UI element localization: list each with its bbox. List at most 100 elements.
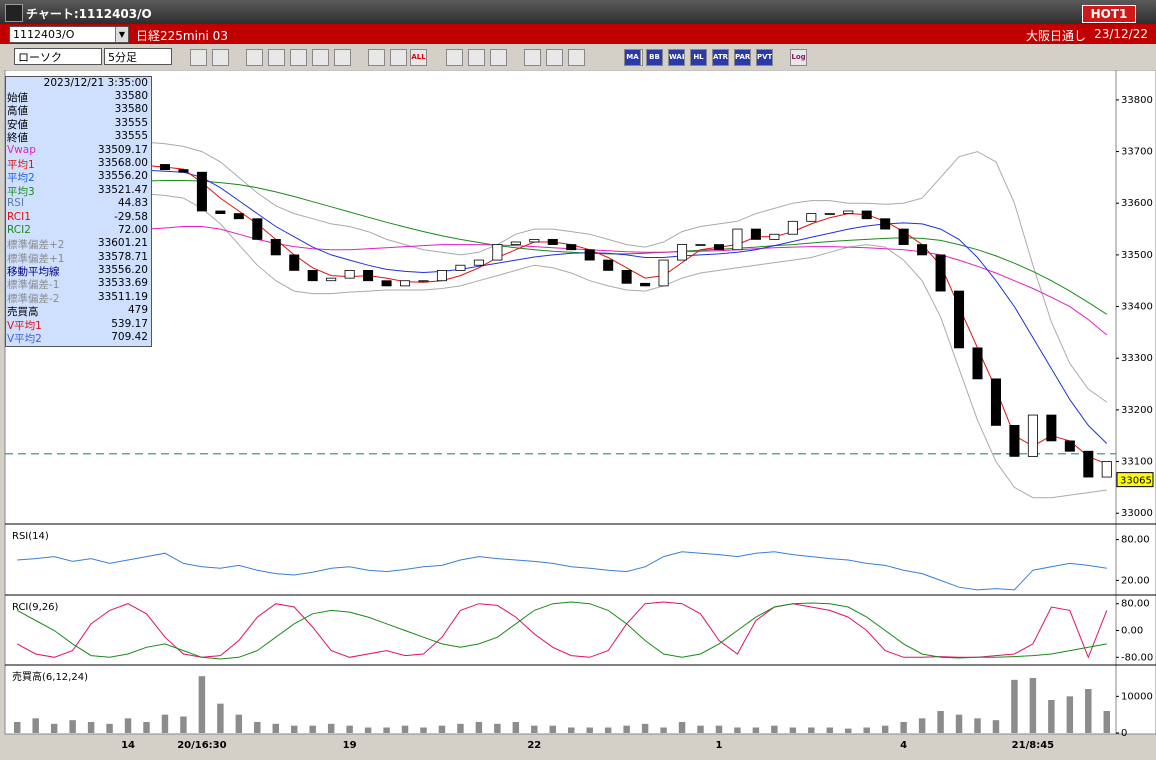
candle	[215, 210, 226, 214]
volume-bar	[512, 722, 520, 733]
candle	[326, 277, 337, 282]
info-value: 72.00	[117, 223, 148, 236]
candle	[289, 254, 300, 271]
volume-bar	[69, 720, 76, 733]
tool-icon[interactable]	[212, 49, 229, 66]
info-row: RSI 44.83	[6, 197, 151, 210]
tool-button[interactable]: WAE	[668, 49, 685, 66]
volume-bar	[180, 716, 187, 733]
info-label: 平均1	[7, 158, 35, 171]
info-value: 33556.20	[97, 170, 148, 183]
candle	[1101, 461, 1112, 478]
volume-bar	[346, 725, 353, 733]
tool-icon[interactable]	[268, 49, 285, 66]
info-row: 標準偏差+2 33601.21	[6, 237, 151, 251]
tool-button[interactable]: PVT	[756, 49, 773, 66]
volume-bar	[1085, 689, 1092, 733]
candle	[954, 290, 965, 349]
x-tick-label: 21/8:45	[1012, 740, 1054, 751]
tool-icon[interactable]	[246, 49, 263, 66]
tool-button[interactable]: HL	[690, 49, 707, 66]
volume-bar	[1048, 700, 1055, 733]
info-value: 33533.69	[97, 277, 148, 290]
candle	[418, 280, 429, 283]
y-tick-label: 33800	[1121, 95, 1153, 106]
candle	[990, 378, 1001, 426]
dropdown-arrow[interactable]: ▼	[115, 27, 128, 42]
info-row: 高値 33580	[6, 103, 151, 117]
tool-icon[interactable]	[446, 49, 463, 66]
volume-bar	[309, 725, 316, 733]
info-row: V平均1 539.17	[6, 318, 151, 332]
tool-button[interactable]: BB	[646, 49, 663, 66]
tool-icon[interactable]	[190, 49, 207, 66]
volume-bar	[217, 703, 224, 733]
candle	[270, 238, 281, 256]
volume-bar	[124, 718, 132, 733]
candle	[178, 169, 189, 173]
volume-bar	[364, 727, 372, 733]
info-value: 33580	[114, 103, 148, 116]
volume-bar	[50, 723, 58, 733]
tool-button[interactable]: Log	[790, 49, 807, 66]
tool-icon[interactable]	[490, 49, 507, 66]
tool-icon[interactable]	[312, 49, 329, 66]
info-value: 33601.21	[97, 237, 148, 250]
tool-icon[interactable]	[568, 49, 585, 66]
tool-icon[interactable]	[524, 49, 541, 66]
candle	[677, 244, 688, 261]
candle	[935, 254, 946, 292]
info-label: V平均2	[7, 333, 42, 346]
info-row: RCI1 -29.58	[6, 211, 151, 224]
info-row: 移動平均線 33556.20	[6, 264, 151, 278]
volume-bar	[235, 714, 243, 733]
volume-bar	[14, 722, 21, 733]
y-tick-label: 33300	[1121, 353, 1153, 364]
info-label: 標準偏差-1	[7, 279, 60, 292]
volume-bar	[106, 723, 113, 733]
tool-button[interactable]: PAR SAR	[734, 49, 751, 66]
chart-style-select[interactable]: ローソク	[14, 48, 102, 65]
info-value: 709.42	[111, 331, 148, 344]
tool-icon[interactable]	[334, 49, 351, 66]
candle	[1027, 414, 1038, 457]
info-label: RCI2	[7, 223, 31, 236]
volume-bar	[1011, 679, 1018, 733]
candle	[880, 218, 891, 230]
candle	[233, 213, 244, 220]
info-row: Vwap 33509.17	[6, 144, 151, 157]
info-panel: 2023/12/21 3:35:00 始値 33580 高値 33580 安値 33555…	[5, 76, 152, 347]
hot-button[interactable]: HOT1	[1082, 5, 1136, 23]
info-label: RSI	[7, 197, 25, 210]
volume-bar	[87, 722, 95, 733]
info-label: 終値	[7, 132, 28, 145]
info-row: 始値 33580	[6, 90, 151, 104]
tool-icon[interactable]	[390, 49, 407, 66]
tool-button[interactable]: MA	[624, 49, 641, 66]
tool-icon[interactable]	[468, 49, 485, 66]
tool-icon[interactable]	[546, 49, 563, 66]
tool-button[interactable]: ALL	[410, 49, 427, 66]
info-value: 33555	[114, 116, 148, 129]
y-tick-label: 80.00	[1121, 535, 1150, 546]
candle	[972, 347, 983, 380]
volume-bar	[327, 723, 335, 733]
tool-icon[interactable]	[290, 49, 307, 66]
candle	[1046, 414, 1057, 442]
volume-bar	[863, 727, 870, 733]
indicator-line	[16, 601, 1108, 659]
tool-button[interactable]: ATR	[712, 49, 729, 66]
app-icon	[5, 4, 23, 22]
candle	[917, 244, 928, 256]
info-value: 33511.19	[97, 290, 148, 303]
candle	[363, 269, 374, 282]
info-row: V平均2 709.42	[6, 331, 151, 346]
symbol-input[interactable]: 1112403/O ▼	[9, 26, 129, 43]
last-price-label: 33065	[1120, 476, 1152, 487]
volume-bar	[568, 727, 575, 733]
interval-select[interactable]: 5分足	[104, 48, 172, 65]
window-title: チャート:1112403/O	[26, 7, 152, 21]
tool-icon[interactable]	[368, 49, 385, 66]
volume-bar	[531, 725, 538, 733]
